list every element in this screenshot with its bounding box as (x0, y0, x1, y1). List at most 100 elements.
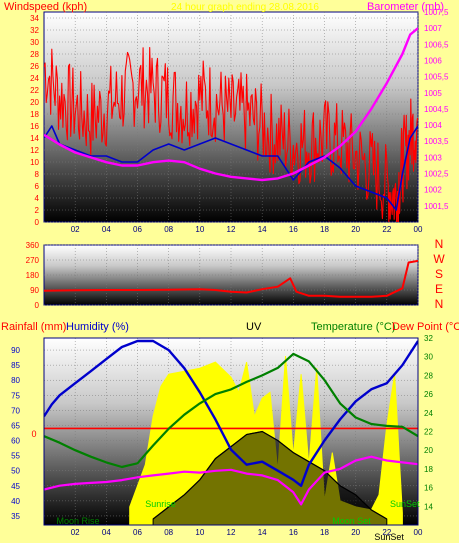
baro-y-tick-label: 1003 (424, 153, 442, 162)
x-tick-label: 14 (258, 225, 267, 234)
chart-header: 24 hour graph ending 28.08.2016 (171, 2, 319, 13)
wind-y-tick-label: 32 (30, 26, 39, 35)
wind-y-tick-label: 24 (30, 74, 39, 83)
wind-series (44, 27, 418, 222)
baro-y-tick-label: 1004 (424, 121, 442, 130)
direction-line (44, 259, 418, 298)
compass-n: N (435, 297, 444, 311)
wind-y-tick-label: 18 (30, 110, 39, 119)
barometer-line (44, 27, 418, 182)
x-tick-label: 10 (195, 225, 204, 234)
wind-y-tick-label: 28 (30, 50, 39, 59)
annotation-sunset: SunSet (390, 499, 420, 509)
compass-w: W (433, 252, 445, 266)
baro-y-tick-label: 1006 (424, 56, 442, 65)
annotation-sunrise: Sunrise (145, 499, 176, 509)
compass-s: S (435, 267, 443, 281)
wind-x-ticks: 02 04 06 08 10 12 14 16 18 20 22 00 (71, 225, 423, 234)
uv-label: UV (246, 321, 262, 333)
wind-y-tick-label: 34 (30, 14, 39, 23)
baro-y-tick-label: 1007,5 (424, 8, 449, 17)
wind-y-tick-label: 2 (35, 206, 40, 215)
direction-y-tick-label: 0 (35, 301, 40, 310)
wind_gust-line (44, 46, 418, 222)
compass-e: E (435, 282, 443, 296)
humidity-line (44, 339, 418, 487)
x-tick-label: 02 (71, 528, 80, 537)
humidity-y-tick-label: 75 (11, 391, 20, 400)
wind-y-tick-label: 26 (30, 62, 39, 71)
compass-n: N (435, 237, 444, 251)
dewpoint-label: Dew Point (°C (392, 321, 459, 333)
x-tick-label: 16 (289, 225, 298, 234)
wind_avg-line (44, 125, 418, 211)
baro-right-ticks: 1001,5 1002 1002,5 1003 1003,5 1004 1004,5 1005… (424, 8, 449, 211)
x-tick-label: 06 (133, 528, 142, 537)
wind-y-tick-label: 12 (30, 146, 39, 155)
baro-y-tick-label: 1007 (424, 24, 442, 33)
x-tick-label: 16 (289, 528, 298, 537)
wind-y-tick-label: 14 (30, 134, 39, 143)
x-tick-label: 08 (164, 225, 173, 234)
x-tick-label: 18 (320, 225, 329, 234)
temp-y-tick-label: 20 (424, 446, 433, 455)
baro-y-tick-label: 1006,5 (424, 40, 449, 49)
rain-zero-label: 0 (31, 429, 36, 439)
temp-y-tick-label: 30 (424, 353, 433, 362)
barometer-axis-label: Barometer (mb) (367, 1, 444, 13)
wind-y-tick-label: 0 (35, 218, 40, 227)
humidity-y-tick-label: 50 (11, 467, 20, 476)
humidity-left-ticks: 35 40 45 50 55 60 65 70 75 80 85 90 (11, 346, 20, 521)
humidity-y-tick-label: 60 (11, 437, 20, 446)
baro-y-tick-label: 1002 (424, 186, 442, 195)
direction-y-tick-label: 90 (30, 286, 39, 295)
baro-y-tick-label: 1005,5 (424, 73, 449, 82)
rain-series (44, 339, 418, 525)
x-tick-label: 02 (71, 225, 80, 234)
direction-y-tick-label: 270 (26, 256, 40, 265)
x-tick-label: 10 (195, 528, 204, 537)
wind-y-tick-label: 10 (30, 158, 39, 167)
x-tick-label: 14 (258, 528, 267, 537)
humidity-y-tick-label: 70 (11, 406, 20, 415)
rain-humidity-panel: 35 40 45 50 55 60 65 70 75 80 85 90 14 16 18 20 22 24 26 2… (1, 321, 459, 542)
temp-y-tick-label: 26 (424, 390, 433, 399)
temp-y-tick-label: 22 (424, 428, 433, 437)
temp-y-tick-label: 28 (424, 371, 433, 380)
annotation-moon-set: Moon Set (332, 516, 371, 526)
humidity-y-tick-label: 40 (11, 497, 20, 506)
temp-y-tick-label: 16 (424, 484, 433, 493)
temp-y-tick-label: 24 (424, 409, 433, 418)
x-tick-label: 00 (414, 528, 423, 537)
temp-y-tick-label: 18 (424, 465, 433, 474)
rain-plot-frame (43, 337, 419, 526)
wind-y-tick-label: 4 (35, 194, 40, 203)
wind-y-tick-label: 16 (30, 122, 39, 131)
temperature-label: Temperature (°C) (311, 321, 395, 333)
x-tick-label: 04 (102, 225, 111, 234)
uv-line (152, 430, 388, 520)
annotation-sunset: SunSet (374, 532, 404, 542)
wind-y-tick-label: 8 (35, 170, 40, 179)
temp-y-tick-label: 14 (424, 502, 433, 511)
x-tick-label: 22 (382, 225, 391, 234)
dewpoint-line (44, 455, 418, 506)
annotation-moon-rise: Moon Rise (56, 516, 99, 526)
wind-y-tick-label: 30 (30, 38, 39, 47)
x-tick-label: 20 (351, 528, 360, 537)
rainfall-label: Rainfall (mm) (1, 321, 66, 333)
x-tick-label: 04 (102, 528, 111, 537)
x-tick-label: 22 (382, 528, 391, 537)
x-tick-label: 12 (227, 528, 236, 537)
humidity-y-tick-label: 65 (11, 421, 20, 430)
wind-y-tick-label: 20 (30, 98, 39, 107)
baro-y-tick-label: 1001,5 (424, 202, 449, 211)
temperature-right-ticks: 14 16 18 20 22 24 26 28 30 32 (424, 334, 433, 511)
direction-series (44, 259, 418, 298)
baro-y-tick-label: 1002,5 (424, 170, 449, 179)
